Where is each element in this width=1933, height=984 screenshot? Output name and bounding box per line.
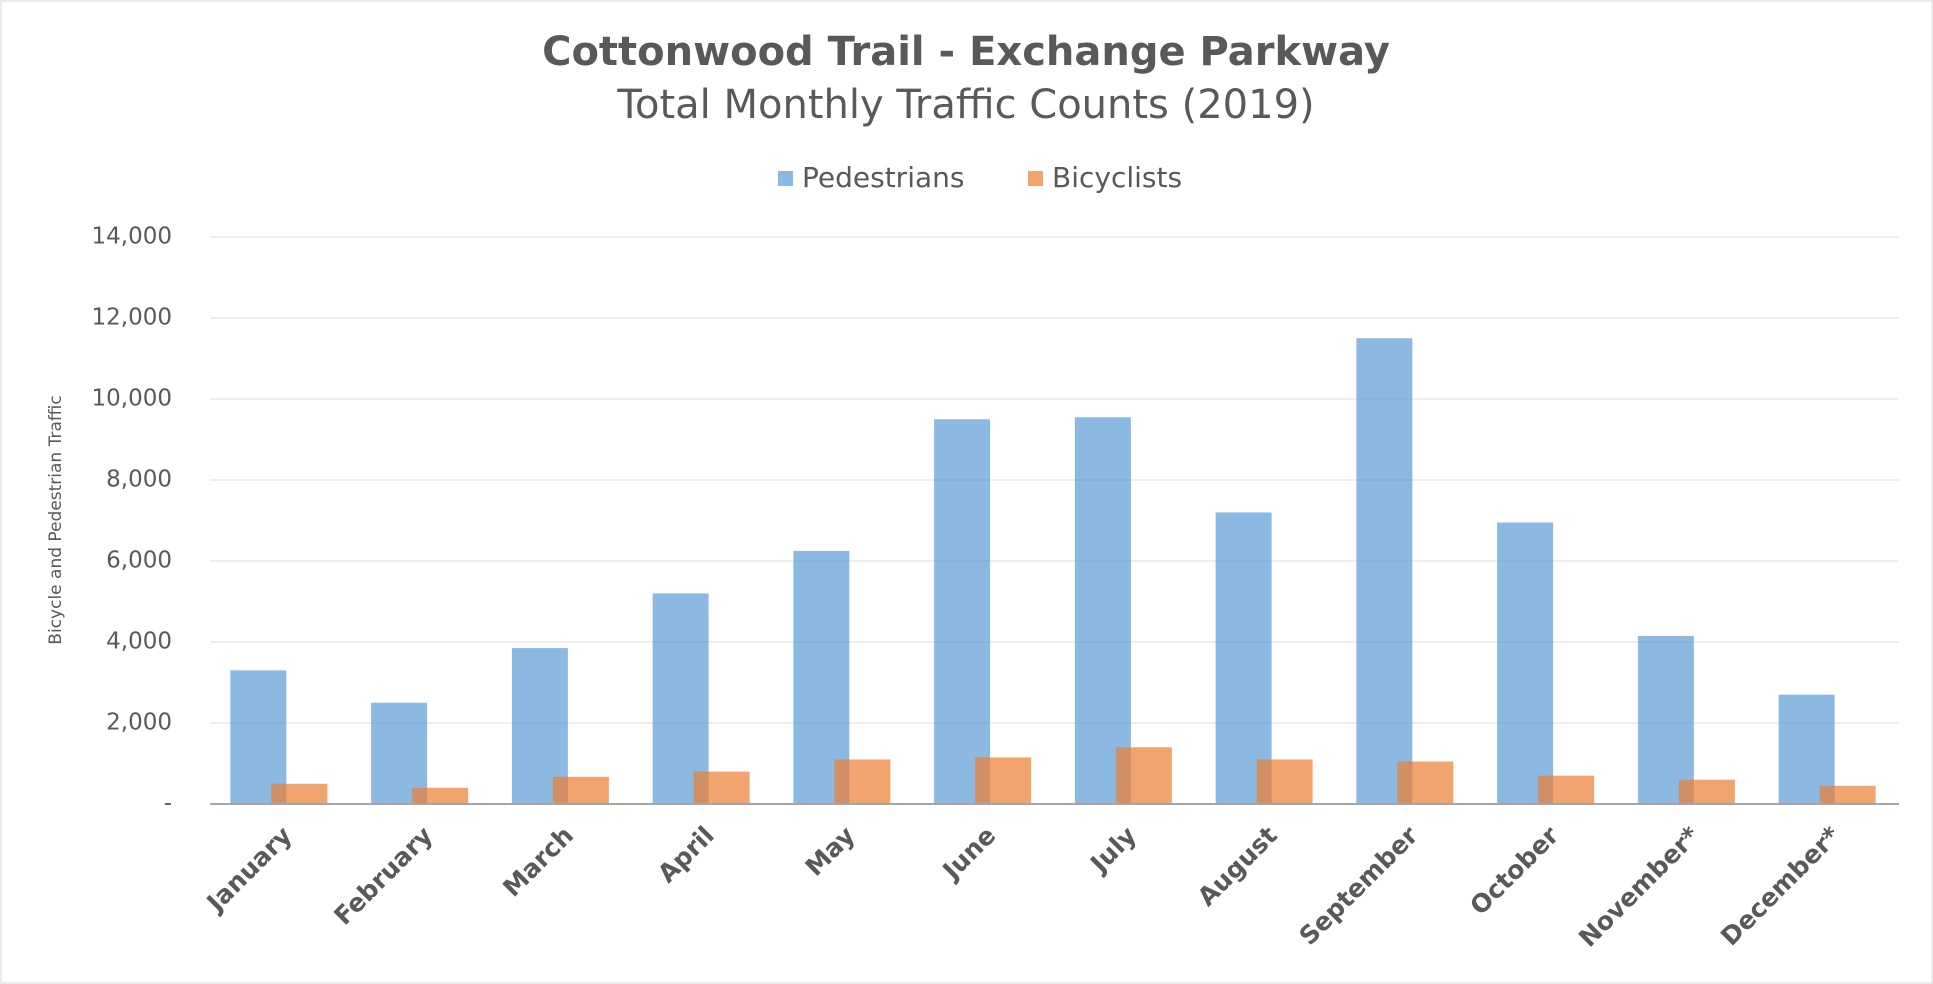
bar (1538, 775, 1595, 804)
y-tick-label: 14,000 (92, 224, 172, 250)
chart-title: Cottonwood Trail - Exchange Parkway (542, 29, 1390, 75)
bar (1074, 417, 1131, 804)
bar (1819, 785, 1876, 804)
bar (1637, 635, 1694, 804)
legend-swatch (1028, 171, 1043, 186)
legend-label: Bicyclists (1052, 161, 1182, 194)
bar (371, 702, 428, 804)
bar (1215, 512, 1272, 804)
bar (652, 593, 709, 804)
y-tick-label: - (164, 791, 172, 817)
y-tick-label: 12,000 (92, 305, 172, 331)
bar (1497, 522, 1554, 804)
bar (693, 771, 750, 804)
y-tick-label: 8,000 (106, 467, 172, 493)
bar (1397, 761, 1454, 804)
bar (1356, 338, 1413, 804)
y-tick-label: 4,000 (106, 629, 172, 655)
legend-label: Pedestrians (802, 161, 964, 194)
bar (1256, 759, 1313, 804)
y-axis-label: Bicycle and Pedestrian Traffic (46, 395, 66, 644)
bar (412, 787, 469, 804)
chart-subtitle: Total Monthly Traffic Counts (2019) (616, 82, 1314, 128)
y-tick-label: 6,000 (106, 548, 172, 574)
y-tick-label: 2,000 (106, 710, 172, 736)
legend-swatch (778, 171, 793, 186)
bar (1678, 779, 1735, 804)
bar (552, 776, 609, 804)
bar (271, 783, 328, 804)
bar (1115, 747, 1172, 804)
bar (230, 670, 287, 804)
bar (834, 759, 891, 804)
y-tick-label: 10,000 (92, 386, 172, 412)
bar (975, 757, 1032, 804)
bar (934, 419, 991, 804)
